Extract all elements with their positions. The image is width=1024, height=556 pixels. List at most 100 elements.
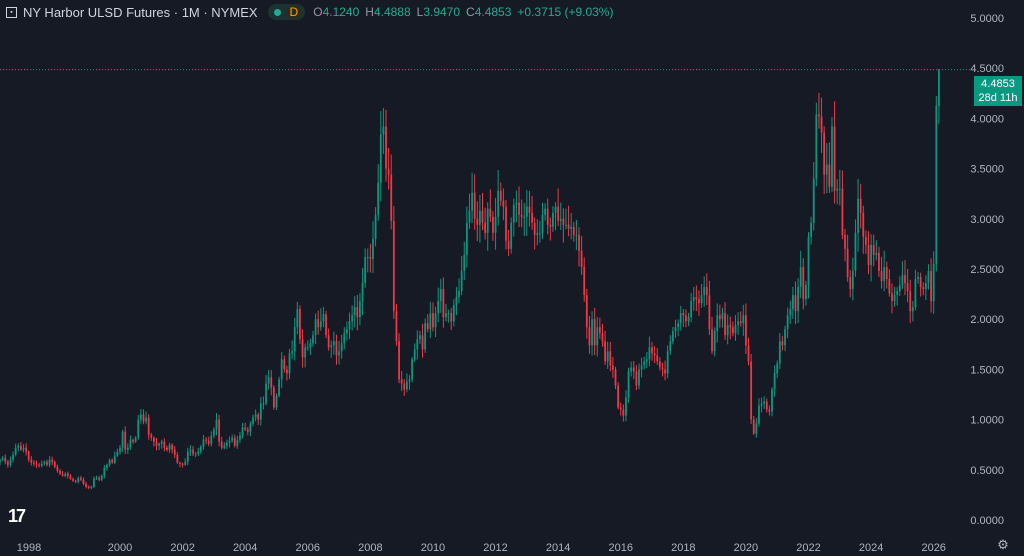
candle-body — [312, 335, 314, 344]
candle-body — [288, 353, 291, 374]
candle — [468, 193, 471, 229]
candle — [742, 304, 745, 336]
candle-body — [48, 459, 51, 465]
candle-body — [794, 295, 797, 312]
symbol-icon[interactable]: ▪ — [6, 6, 17, 18]
candle — [622, 404, 625, 422]
candle-body — [85, 483, 87, 487]
candle-body — [220, 441, 223, 448]
candle-body — [366, 256, 369, 258]
candle — [267, 369, 270, 390]
candle — [520, 199, 523, 228]
candle-body — [432, 313, 434, 328]
candle — [309, 338, 312, 356]
candle-body — [893, 295, 896, 302]
x-tick-label: 2000 — [108, 542, 132, 554]
candle — [103, 464, 106, 479]
candle — [825, 143, 828, 194]
candle — [484, 207, 487, 240]
candle-body — [525, 206, 528, 217]
candle-body — [690, 301, 693, 318]
ohlc-high: H4.4888 — [365, 5, 411, 19]
x-tick-label: 2020 — [734, 542, 758, 554]
candle — [473, 174, 476, 230]
candle — [270, 370, 273, 396]
price-axis[interactable]: 0.0000 0.5000 1.0000 1.5000 2.0000 2.5000 3.00… — [970, 13, 1004, 527]
candle-body — [575, 234, 578, 236]
candle-body — [588, 327, 591, 346]
candle-body — [403, 383, 406, 390]
candle-body — [656, 355, 659, 362]
candle — [648, 336, 651, 367]
candle-body — [938, 69, 940, 106]
candle — [922, 282, 925, 296]
candle-body — [742, 315, 745, 324]
candle-body — [562, 218, 565, 225]
candle — [721, 307, 724, 328]
time-axis[interactable]: 1998 2000 2002 2004 2006 2008 2010 2012 2014 2016… — [17, 542, 946, 554]
candle — [249, 421, 252, 437]
candle — [395, 303, 398, 346]
tradingview-logo-icon[interactable]: 17 — [8, 506, 26, 526]
candle-body — [411, 359, 413, 380]
candle — [479, 194, 481, 243]
candle — [870, 234, 873, 282]
candle-body — [262, 403, 265, 405]
candle — [173, 446, 176, 459]
candle — [747, 337, 750, 366]
candle — [875, 240, 878, 261]
symbol-title[interactable]: NY Harbor ULSD Futures · 1M · NYMEX — [23, 4, 258, 20]
candle — [857, 178, 859, 252]
candle — [677, 319, 680, 337]
candle — [142, 409, 145, 425]
candle — [369, 243, 372, 273]
candle — [405, 373, 408, 393]
candle-body — [645, 359, 648, 362]
candle — [700, 284, 703, 308]
candle-body — [372, 238, 374, 259]
candle — [6, 459, 9, 468]
candle-body — [781, 341, 784, 346]
candle-body — [202, 439, 205, 447]
candle — [898, 276, 901, 297]
candle — [549, 217, 552, 241]
candle — [215, 413, 218, 436]
candle-body — [181, 463, 184, 465]
candle — [280, 352, 283, 389]
candle — [278, 376, 280, 398]
market-status[interactable]: D — [267, 4, 306, 20]
delayed-flag[interactable]: D — [286, 5, 302, 19]
candle-body — [708, 295, 711, 330]
candle — [82, 477, 85, 486]
candle-body — [716, 315, 719, 332]
candle-body — [898, 285, 901, 292]
candle-body — [505, 206, 507, 241]
candle — [914, 269, 917, 311]
candle-body — [377, 182, 380, 215]
candle-body — [828, 164, 831, 187]
gear-icon[interactable]: ⚙ — [997, 537, 1009, 552]
candle — [87, 485, 90, 490]
candle-body — [585, 295, 588, 328]
candle — [601, 323, 604, 347]
candle — [531, 195, 533, 230]
candle — [121, 429, 124, 453]
candle — [698, 290, 700, 316]
candle — [588, 315, 591, 354]
candle-body — [439, 289, 442, 302]
candle — [419, 330, 421, 344]
candle-body — [901, 275, 904, 286]
candle-body — [400, 379, 403, 384]
candle-body — [351, 315, 354, 322]
candle — [233, 434, 236, 448]
candle-body — [38, 464, 41, 466]
candle — [755, 418, 758, 438]
candle — [262, 396, 265, 410]
candle — [189, 445, 192, 457]
candle-body — [166, 447, 168, 450]
candle — [205, 437, 207, 445]
candle — [275, 393, 278, 410]
candle-body — [734, 325, 737, 334]
candle-body — [348, 321, 351, 330]
